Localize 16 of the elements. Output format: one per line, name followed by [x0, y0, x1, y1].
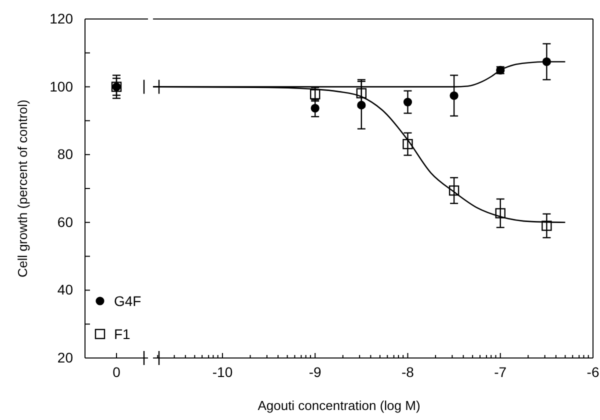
legend-label: G4F	[114, 293, 142, 309]
y-tick-label: 20	[57, 349, 74, 366]
x-axis-title: Agouti concentration (log M)	[258, 398, 420, 413]
y-tick-label: 60	[57, 214, 74, 230]
y-tick-label: 40	[57, 282, 74, 298]
x-tick-label: 0	[112, 364, 121, 380]
x-tick-label: -10	[212, 364, 233, 380]
y-tick-label: 80	[57, 146, 74, 162]
x-tick-label: -8	[402, 364, 414, 380]
y-axis-title: Cell growth (percent of control)	[15, 100, 30, 278]
y-tick-label: 120	[50, 10, 74, 26]
legend-label: F1	[114, 326, 131, 342]
x-tick-label: -6	[586, 364, 600, 380]
x-tick-label: -9	[308, 364, 322, 380]
y-tick-label: 100	[50, 78, 74, 94]
x-tick-label: -7	[494, 364, 507, 380]
